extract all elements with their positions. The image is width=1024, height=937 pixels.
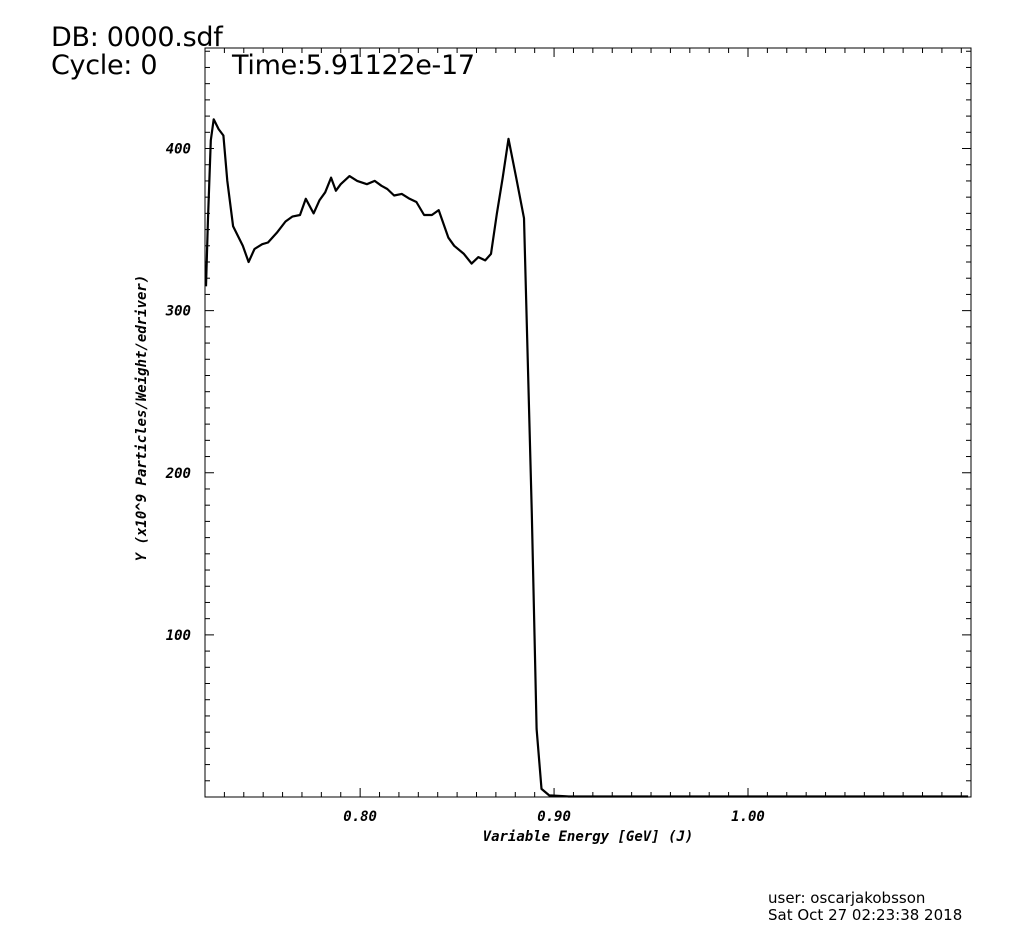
time-label: Time:5.91122e-17 (232, 50, 475, 81)
plot-frame (204, 47, 972, 798)
x-axis-tick-labels: 0.80 0.90 1.00 (343, 809, 765, 825)
y-axis-tick-labels: 100 200 300 400 (165, 142, 191, 644)
y-tick-label: 300 (165, 304, 191, 320)
user-label: user: oscarjakobsson (768, 889, 926, 907)
series-layer (204, 118, 969, 798)
x-tick-label: 0.80 (343, 809, 377, 825)
timestamp-label: Sat Oct 27 02:23:38 2018 (768, 906, 963, 924)
y-tick-label: 200 (165, 466, 191, 482)
series-line (204, 118, 969, 798)
x-tick-label: 1.00 (731, 809, 765, 825)
x-axis-title: Variable Energy [GeV] (J) (483, 829, 694, 845)
cycle-label: Cycle: 0 (51, 50, 158, 81)
y-axis-title: Y (x10^9 Particles/Weight/edriver) (134, 275, 150, 562)
x-axis-ticks (223, 48, 962, 797)
y-axis-ticks (205, 50, 971, 782)
y-tick-label: 400 (166, 142, 191, 158)
x-tick-label: 0.90 (537, 809, 571, 825)
database-label: DB: 0000.sdf (51, 22, 223, 53)
y-tick-label: 100 (166, 628, 191, 644)
